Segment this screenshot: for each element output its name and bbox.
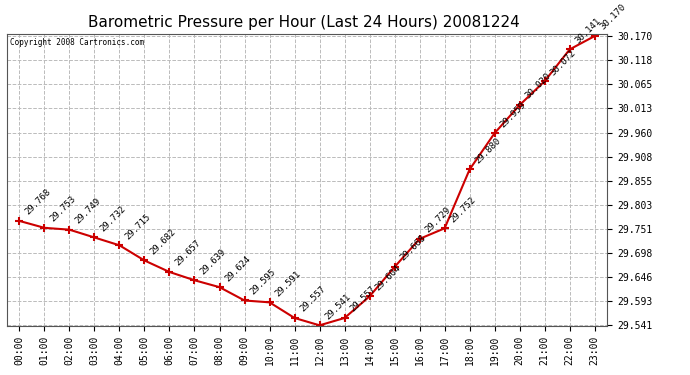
Text: 29.657: 29.657 [174,238,203,268]
Text: 29.753: 29.753 [48,195,78,224]
Text: 29.624: 29.624 [224,254,253,283]
Text: 29.715: 29.715 [124,212,152,241]
Text: 29.729: 29.729 [424,206,453,235]
Text: 29.768: 29.768 [23,188,52,217]
Text: Copyright 2008 Cartronics.com: Copyright 2008 Cartronics.com [10,38,144,47]
Text: 29.595: 29.595 [248,267,278,296]
Text: Barometric Pressure per Hour (Last 24 Hours) 20081224: Barometric Pressure per Hour (Last 24 Ho… [88,15,520,30]
Text: 29.668: 29.668 [399,234,428,263]
Text: 29.752: 29.752 [448,195,478,224]
Text: 30.020: 30.020 [524,72,553,101]
Text: 29.682: 29.682 [148,227,178,256]
Text: 30.170: 30.170 [599,3,628,32]
Text: 29.880: 29.880 [474,136,503,165]
Text: 29.541: 29.541 [324,292,353,321]
Text: 30.072: 30.072 [549,48,578,77]
Text: 29.557: 29.557 [299,285,328,314]
Text: 29.959: 29.959 [499,100,528,129]
Text: 29.639: 29.639 [199,247,228,276]
Text: 29.604: 29.604 [374,263,403,292]
Text: 29.732: 29.732 [99,204,128,233]
Text: 29.557: 29.557 [348,285,378,314]
Text: 29.749: 29.749 [74,196,103,225]
Text: 30.141: 30.141 [574,16,603,45]
Text: 29.591: 29.591 [274,269,303,298]
